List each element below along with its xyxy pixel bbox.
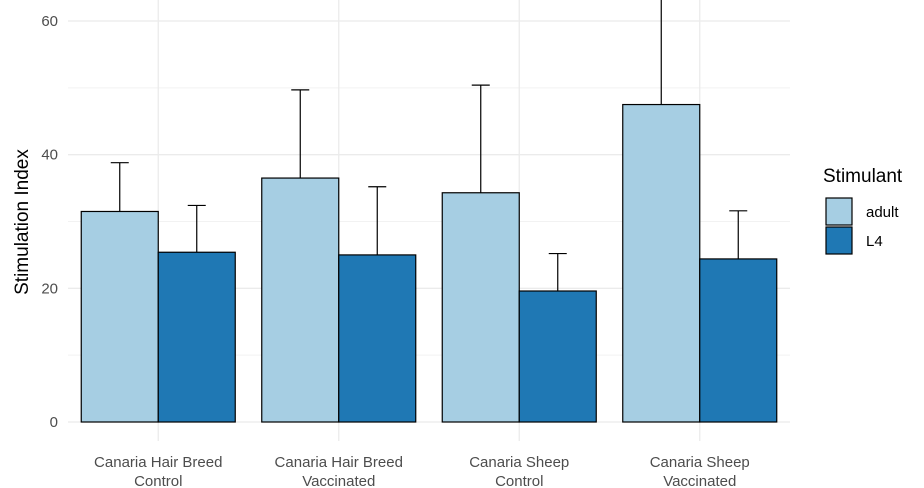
legend-title: Stimulant — [823, 166, 903, 187]
error-bar-l4-4 — [729, 210, 748, 259]
x-tick-label: Vaccinated — [663, 473, 736, 488]
error-bar-adult-2 — [291, 89, 310, 179]
error-bar-adult-3 — [471, 84, 490, 193]
x-tick-label: Control — [134, 473, 182, 488]
bar-adult-4 — [622, 103, 701, 423]
y-tick-label: 20 — [41, 280, 58, 297]
error-bar-l4-2 — [368, 186, 387, 255]
x-tick-label: Canaria Hair Breed — [94, 454, 222, 471]
bar-l4-3 — [518, 290, 597, 423]
x-tick-label: Canaria Hair Breed — [275, 454, 403, 471]
error-bar-adult-1 — [110, 162, 129, 212]
legend-label-adult: adult — [866, 204, 899, 221]
bar-l4-4 — [699, 258, 778, 423]
y-tick-label: 0 — [50, 414, 58, 431]
x-tick-label: Vaccinated — [302, 473, 375, 488]
y-axis-ticks: 0 20 40 60 — [41, 13, 58, 431]
bar-l4-2 — [338, 254, 417, 423]
error-bar-adult-4 — [660, 0, 662, 105]
legend-key-l4 — [825, 226, 853, 255]
bars-group — [80, 103, 778, 423]
bar-adult-2 — [261, 177, 340, 423]
y-tick-label: 60 — [41, 13, 58, 30]
legend: Stimulant adult L4 — [823, 166, 903, 255]
bar-adult-1 — [80, 210, 159, 423]
legend-label-l4: L4 — [866, 233, 883, 250]
x-tick-label: Control — [495, 473, 543, 488]
x-tick-label: Canaria Sheep — [650, 454, 750, 471]
error-bar-l4-1 — [187, 204, 206, 253]
error-bars-group — [110, 0, 748, 292]
y-tick-label: 40 — [41, 147, 58, 164]
bar-l4-1 — [157, 251, 236, 423]
error-bar-l4-3 — [548, 252, 567, 292]
legend-key-adult — [825, 197, 853, 226]
x-axis-ticks: Canaria Hair Breed Control Canaria Hair Br… — [94, 454, 750, 488]
x-tick-label: Canaria Sheep — [469, 454, 569, 471]
bar-adult-3 — [441, 192, 520, 423]
y-axis-title: Stimulation Index — [12, 149, 33, 295]
